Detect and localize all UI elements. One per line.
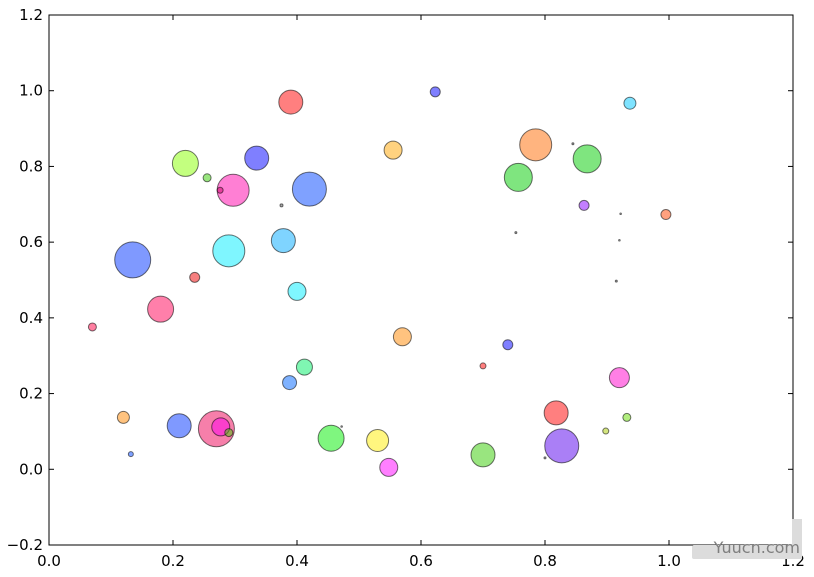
data-point: [383, 140, 403, 160]
data-point: [623, 96, 637, 110]
plot-area-frame: [48, 14, 794, 546]
data-point: [619, 212, 622, 216]
watermark-text: Yuucn.com: [713, 538, 800, 557]
data-point: [279, 203, 284, 208]
watermark-bar: [792, 519, 802, 559]
data-point: [216, 186, 224, 194]
x-tick-label: 0.4: [285, 552, 309, 570]
data-point: [317, 424, 345, 452]
data-point: [514, 231, 518, 235]
x-tick-label: 0.8: [533, 552, 557, 570]
x-tick-label: 1.0: [657, 552, 681, 570]
data-point: [340, 425, 343, 428]
data-point: [116, 410, 130, 424]
data-point: [503, 162, 533, 192]
data-point: [287, 281, 307, 301]
data-point: [543, 456, 547, 460]
chart-points: [87, 86, 672, 477]
data-point: [572, 144, 602, 174]
data-point: [212, 234, 246, 268]
data-point: [543, 400, 569, 426]
data-point: [578, 199, 590, 211]
x-tick-label: 0.2: [161, 552, 185, 570]
y-tick-label: 0.2: [19, 385, 43, 403]
x-tick-label: 0.6: [409, 552, 433, 570]
data-point: [295, 358, 313, 376]
data-point: [519, 128, 553, 162]
y-tick-label: 1.0: [19, 82, 43, 100]
data-point: [608, 367, 630, 389]
data-point: [660, 209, 672, 221]
data-point: [622, 412, 632, 422]
data-point: [602, 427, 610, 435]
data-point: [614, 279, 618, 283]
data-point: [571, 142, 575, 146]
data-point: [502, 339, 514, 351]
y-tick-label: −0.2: [7, 536, 43, 554]
data-point: [224, 428, 234, 438]
data-point: [429, 86, 441, 98]
data-point: [202, 173, 212, 183]
data-point: [114, 241, 152, 279]
data-point: [479, 362, 487, 370]
data-point: [147, 295, 175, 323]
data-point: [171, 149, 199, 177]
y-tick-label: 0.4: [19, 309, 43, 327]
y-tick-label: 0.6: [19, 233, 43, 251]
x-axis-ticks: 0.0 0.2 0.4 0.6 0.8 1.0 1.2: [37, 15, 805, 570]
data-point: [379, 457, 399, 477]
watermark-background: [692, 545, 802, 559]
data-point: [291, 171, 327, 207]
data-point: [166, 413, 192, 439]
y-axis-ticks: −0.2 0.0 0.2 0.4 0.6 0.8 1.0 1.2: [7, 6, 793, 554]
y-tick-label: 1.2: [19, 6, 43, 24]
data-point: [470, 442, 496, 468]
y-tick-label: 0.0: [19, 460, 43, 478]
x-tick-label: 0.0: [37, 552, 61, 570]
data-point: [270, 228, 296, 254]
data-point: [244, 145, 270, 171]
data-point: [544, 428, 580, 464]
data-point: [618, 238, 621, 242]
data-point: [278, 89, 304, 115]
data-point: [127, 451, 134, 458]
data-point: [366, 429, 390, 453]
y-tick-label: 0.8: [19, 157, 43, 175]
data-point: [392, 327, 412, 347]
data-point: [282, 375, 298, 391]
data-point: [87, 322, 97, 332]
data-point: [189, 271, 201, 283]
